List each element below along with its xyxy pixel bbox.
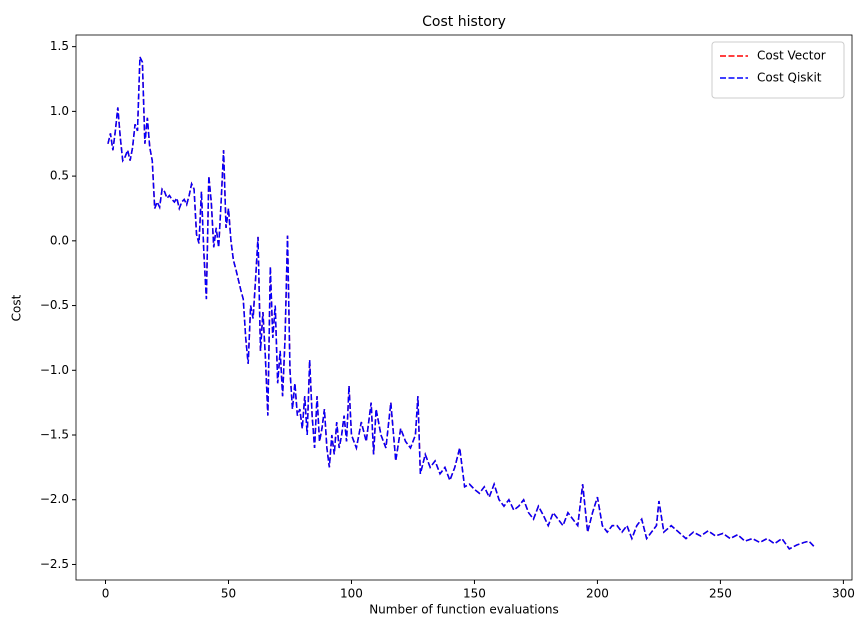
legend-box [711,41,845,99]
y-tick-label: 0.0 [50,233,69,247]
chart-title: Cost history [422,14,506,30]
y-tick-label: 1.0 [50,104,69,118]
y-tick-label: −2.0 [40,492,69,506]
y-tick-label: −1.5 [40,428,69,442]
axes-frame [75,34,853,581]
x-tick-label: 100 [340,587,363,601]
x-tick-label: 250 [709,587,732,601]
y-tick-label: −2.5 [40,557,69,571]
x-tick-label: 200 [586,587,609,601]
legend-label: Cost Qiskit [757,71,822,85]
legend-label: Cost Vector [757,49,826,63]
cost-line [107,56,815,550]
y-tick-label: 1.5 [50,39,69,53]
x-tick-label: 150 [463,587,486,601]
x-tick-label: 0 [102,587,110,601]
y-tick-label: −1.0 [40,363,69,377]
y-tick-label: −0.5 [40,298,69,312]
y-tick-label: 0.5 [50,169,69,183]
x-tick-label: 50 [221,587,236,601]
y-axis-label: Cost [10,294,24,321]
x-tick-label: 300 [832,587,855,601]
x-axis-label: Number of function evaluations [369,603,559,617]
